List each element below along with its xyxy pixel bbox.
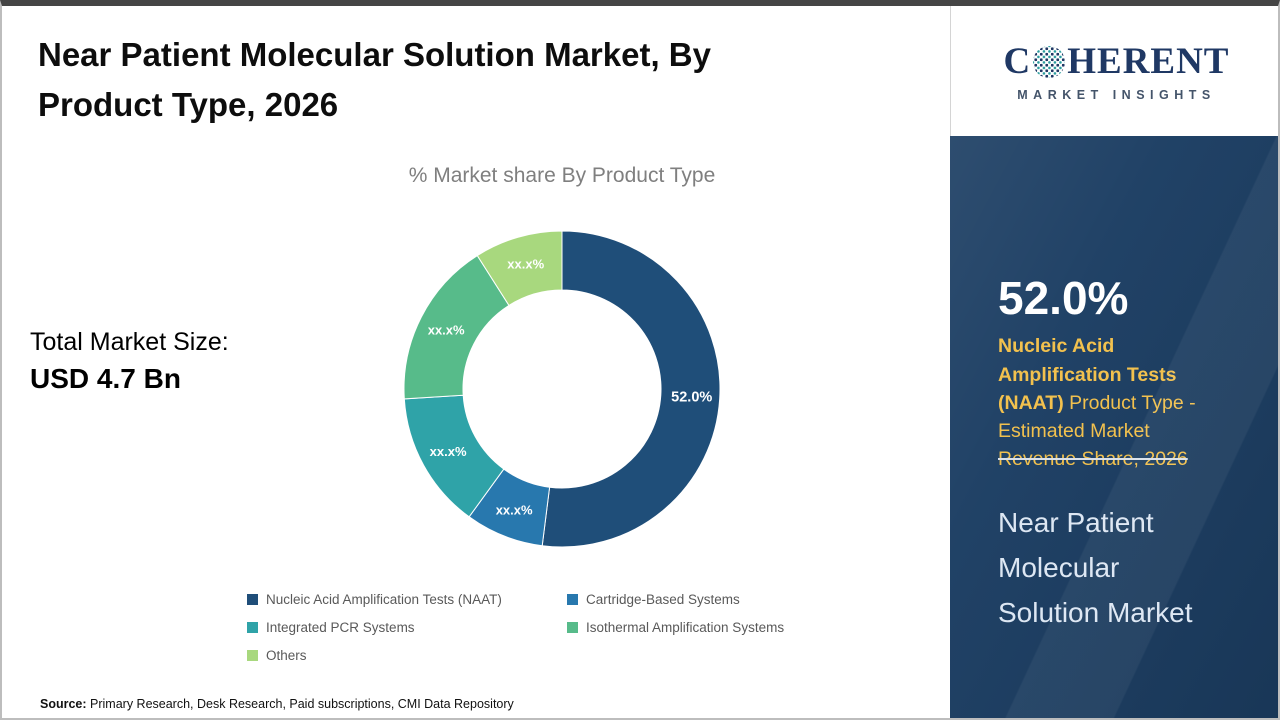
legend-label: Cartridge-Based Systems	[586, 592, 740, 607]
legend-item: Nucleic Acid Amplification Tests (NAAT)	[247, 592, 567, 607]
highlight-desc-normal: Product Type - Estimated Market	[998, 391, 1196, 443]
legend-swatch	[247, 622, 258, 633]
total-market-size-value: USD 4.7 Bn	[30, 363, 181, 394]
legend-item: Integrated PCR Systems	[247, 620, 567, 635]
panel-market-name: Near Patient Molecular Solution Market	[998, 506, 1193, 629]
legend-label: Isothermal Amplification Systems	[586, 620, 785, 635]
slice-label: xx.x%	[507, 257, 544, 272]
donut-chart: 52.0% xx.x% xx.x% xx.x% xx.x%	[382, 209, 742, 569]
brand-globe-icon	[1033, 45, 1066, 78]
legend-swatch	[247, 650, 258, 661]
legend-label: Integrated PCR Systems	[266, 620, 415, 635]
slice-label: xx.x%	[496, 502, 533, 517]
legend-item: Others	[247, 648, 567, 663]
total-market-size: Total Market Size: USD 4.7 Bn	[30, 328, 229, 395]
source-text: Primary Research, Desk Research, Paid su…	[86, 697, 514, 711]
donut-chart-svg: 52.0% xx.x% xx.x% xx.x% xx.x%	[403, 230, 721, 548]
legend-item: Isothermal Amplification Systems	[567, 620, 897, 635]
slice-label: 52.0%	[671, 390, 712, 406]
highlight-desc-struck: Revenue Share, 2026	[998, 448, 1188, 471]
sidebar: C HERENT MARKET INSIGHTS 52.0% Nucleic Ac…	[950, 6, 1278, 718]
brand-text-rest: HERENT	[1067, 41, 1230, 82]
chart-legend: Nucleic Acid Amplification Tests (NAAT) C…	[247, 592, 897, 663]
brand-subtitle: MARKET INSIGHTS	[1017, 88, 1216, 102]
source-line: Source: Primary Research, Desk Research,…	[40, 697, 514, 711]
legend-item: Cartridge-Based Systems	[567, 592, 897, 607]
chart-subtitle: % Market share By Product Type	[408, 164, 716, 187]
donut-segment-4	[476, 230, 563, 307]
donut-segment-0	[541, 230, 721, 548]
slice-label: xx.x%	[430, 444, 467, 459]
legend-label: Nucleic Acid Amplification Tests (NAAT)	[266, 592, 502, 607]
slice-label: xx.x%	[428, 322, 465, 337]
legend-label: Others	[266, 648, 307, 663]
highlight-description: Nucleic Acid Amplification Tests (NAAT) …	[998, 332, 1218, 473]
total-market-size-label: Total Market Size:	[30, 328, 229, 356]
highlight-panel: 52.0% Nucleic Acid Amplification Tests (…	[950, 136, 1278, 718]
main-title: Near Patient Molecular Solution Market, …	[38, 36, 711, 124]
brand-text-c: C	[1003, 41, 1032, 82]
legend-swatch	[247, 594, 258, 605]
brand-logo: C HERENT MARKET INSIGHTS	[950, 6, 1278, 136]
legend-swatch	[567, 622, 578, 633]
highlight-value: 52.0%	[998, 272, 1129, 324]
source-label: Source:	[40, 697, 87, 711]
highlight-desc-bold: Nucleic Acid Amplification Tests (NAAT)	[998, 335, 1177, 414]
brand-wordmark: C HERENT	[1004, 40, 1230, 83]
legend-swatch	[567, 594, 578, 605]
